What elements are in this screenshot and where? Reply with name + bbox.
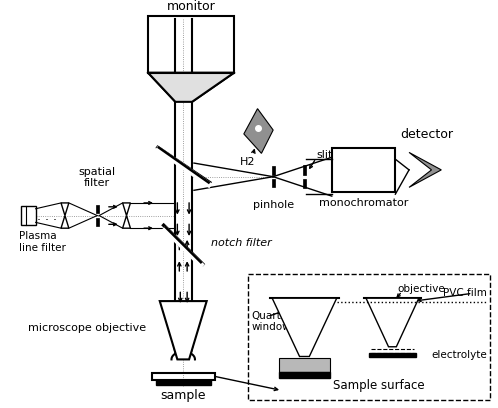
Bar bbox=[303, 165, 306, 175]
Bar bbox=[148, 16, 234, 73]
Polygon shape bbox=[244, 109, 273, 153]
Bar bbox=[21, 206, 36, 225]
Polygon shape bbox=[148, 73, 234, 102]
Bar bbox=[272, 179, 274, 187]
Polygon shape bbox=[61, 215, 69, 228]
Bar bbox=[303, 179, 306, 188]
Text: microscope objective: microscope objective bbox=[28, 323, 146, 333]
Bar bbox=[272, 166, 274, 175]
Bar bbox=[332, 148, 395, 192]
Text: H2: H2 bbox=[240, 157, 255, 167]
Text: detector: detector bbox=[400, 128, 453, 141]
Polygon shape bbox=[123, 215, 130, 228]
Text: monitor: monitor bbox=[167, 0, 216, 13]
Text: Sample surface: Sample surface bbox=[333, 379, 425, 392]
Text: pinhole: pinhole bbox=[252, 200, 294, 210]
Text: monochromator: monochromator bbox=[319, 198, 408, 208]
Bar bbox=[96, 218, 99, 226]
Text: Plasma
line filter: Plasma line filter bbox=[19, 231, 66, 253]
Text: · · ·: · · · bbox=[37, 214, 57, 227]
Text: Quartz
window: Quartz window bbox=[251, 311, 291, 333]
Text: slit: slit bbox=[316, 150, 333, 160]
Text: sample: sample bbox=[160, 388, 206, 401]
Bar bbox=[96, 205, 99, 213]
Bar bbox=[152, 373, 215, 380]
Polygon shape bbox=[123, 203, 130, 215]
Text: notch filter: notch filter bbox=[211, 238, 271, 248]
Text: spatial
filter: spatial filter bbox=[79, 167, 116, 188]
Text: electrolyte: electrolyte bbox=[431, 350, 487, 360]
Polygon shape bbox=[409, 152, 441, 187]
Bar bbox=[369, 353, 416, 357]
Bar bbox=[248, 274, 490, 400]
Bar bbox=[279, 372, 330, 378]
Polygon shape bbox=[160, 301, 207, 359]
Polygon shape bbox=[272, 298, 337, 357]
Polygon shape bbox=[61, 203, 69, 215]
Bar bbox=[156, 380, 211, 385]
Text: PVC film: PVC film bbox=[443, 288, 487, 299]
Bar bbox=[279, 359, 330, 372]
Text: objective: objective bbox=[397, 284, 445, 294]
Polygon shape bbox=[366, 298, 419, 347]
